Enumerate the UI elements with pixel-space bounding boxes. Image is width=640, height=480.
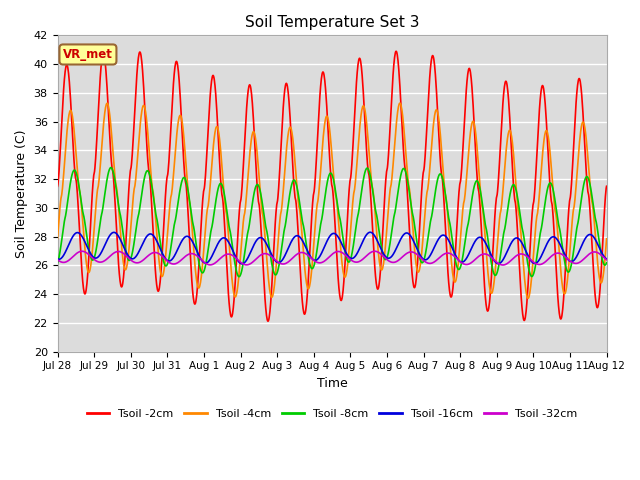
Text: VR_met: VR_met <box>63 48 113 61</box>
Legend: Tsoil -2cm, Tsoil -4cm, Tsoil -8cm, Tsoil -16cm, Tsoil -32cm: Tsoil -2cm, Tsoil -4cm, Tsoil -8cm, Tsoi… <box>83 405 582 423</box>
Title: Soil Temperature Set 3: Soil Temperature Set 3 <box>244 15 419 30</box>
Y-axis label: Soil Temperature (C): Soil Temperature (C) <box>15 129 28 258</box>
X-axis label: Time: Time <box>317 377 348 390</box>
